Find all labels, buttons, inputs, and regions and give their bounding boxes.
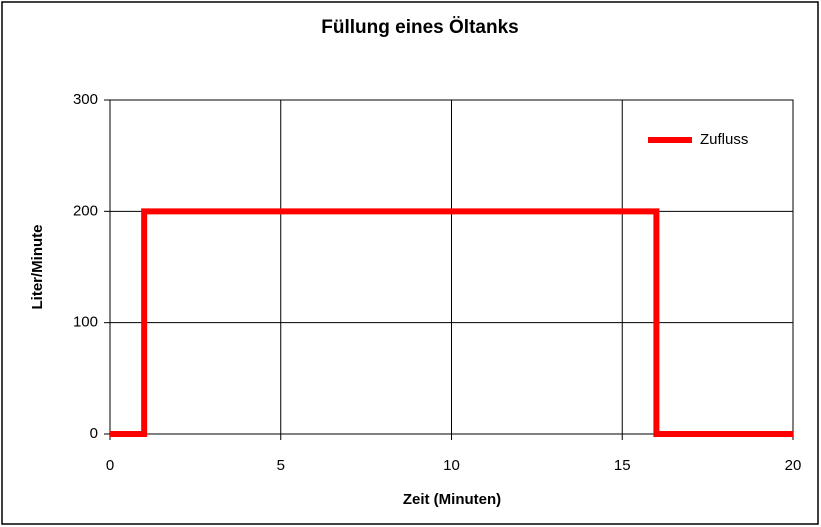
- y-tick-label: 0: [90, 425, 98, 442]
- chart-title: Füllung eines Öltanks: [321, 17, 518, 38]
- x-tick-label: 0: [106, 457, 114, 474]
- series-line: [110, 208, 793, 437]
- y-axis-label: Liter/Minute: [29, 225, 46, 310]
- x-tick-label: 20: [785, 457, 802, 474]
- legend-label: Zufluss: [700, 131, 748, 148]
- y-tick-label: 100: [73, 314, 98, 331]
- y-tick-label: 300: [73, 91, 98, 108]
- x-tick-label: 15: [614, 457, 631, 474]
- x-axis-label: Zeit (Minuten): [403, 491, 501, 508]
- y-tick-label: 200: [73, 202, 98, 219]
- x-tick-label: 5: [277, 457, 285, 474]
- x-tick-label: 10: [443, 457, 460, 474]
